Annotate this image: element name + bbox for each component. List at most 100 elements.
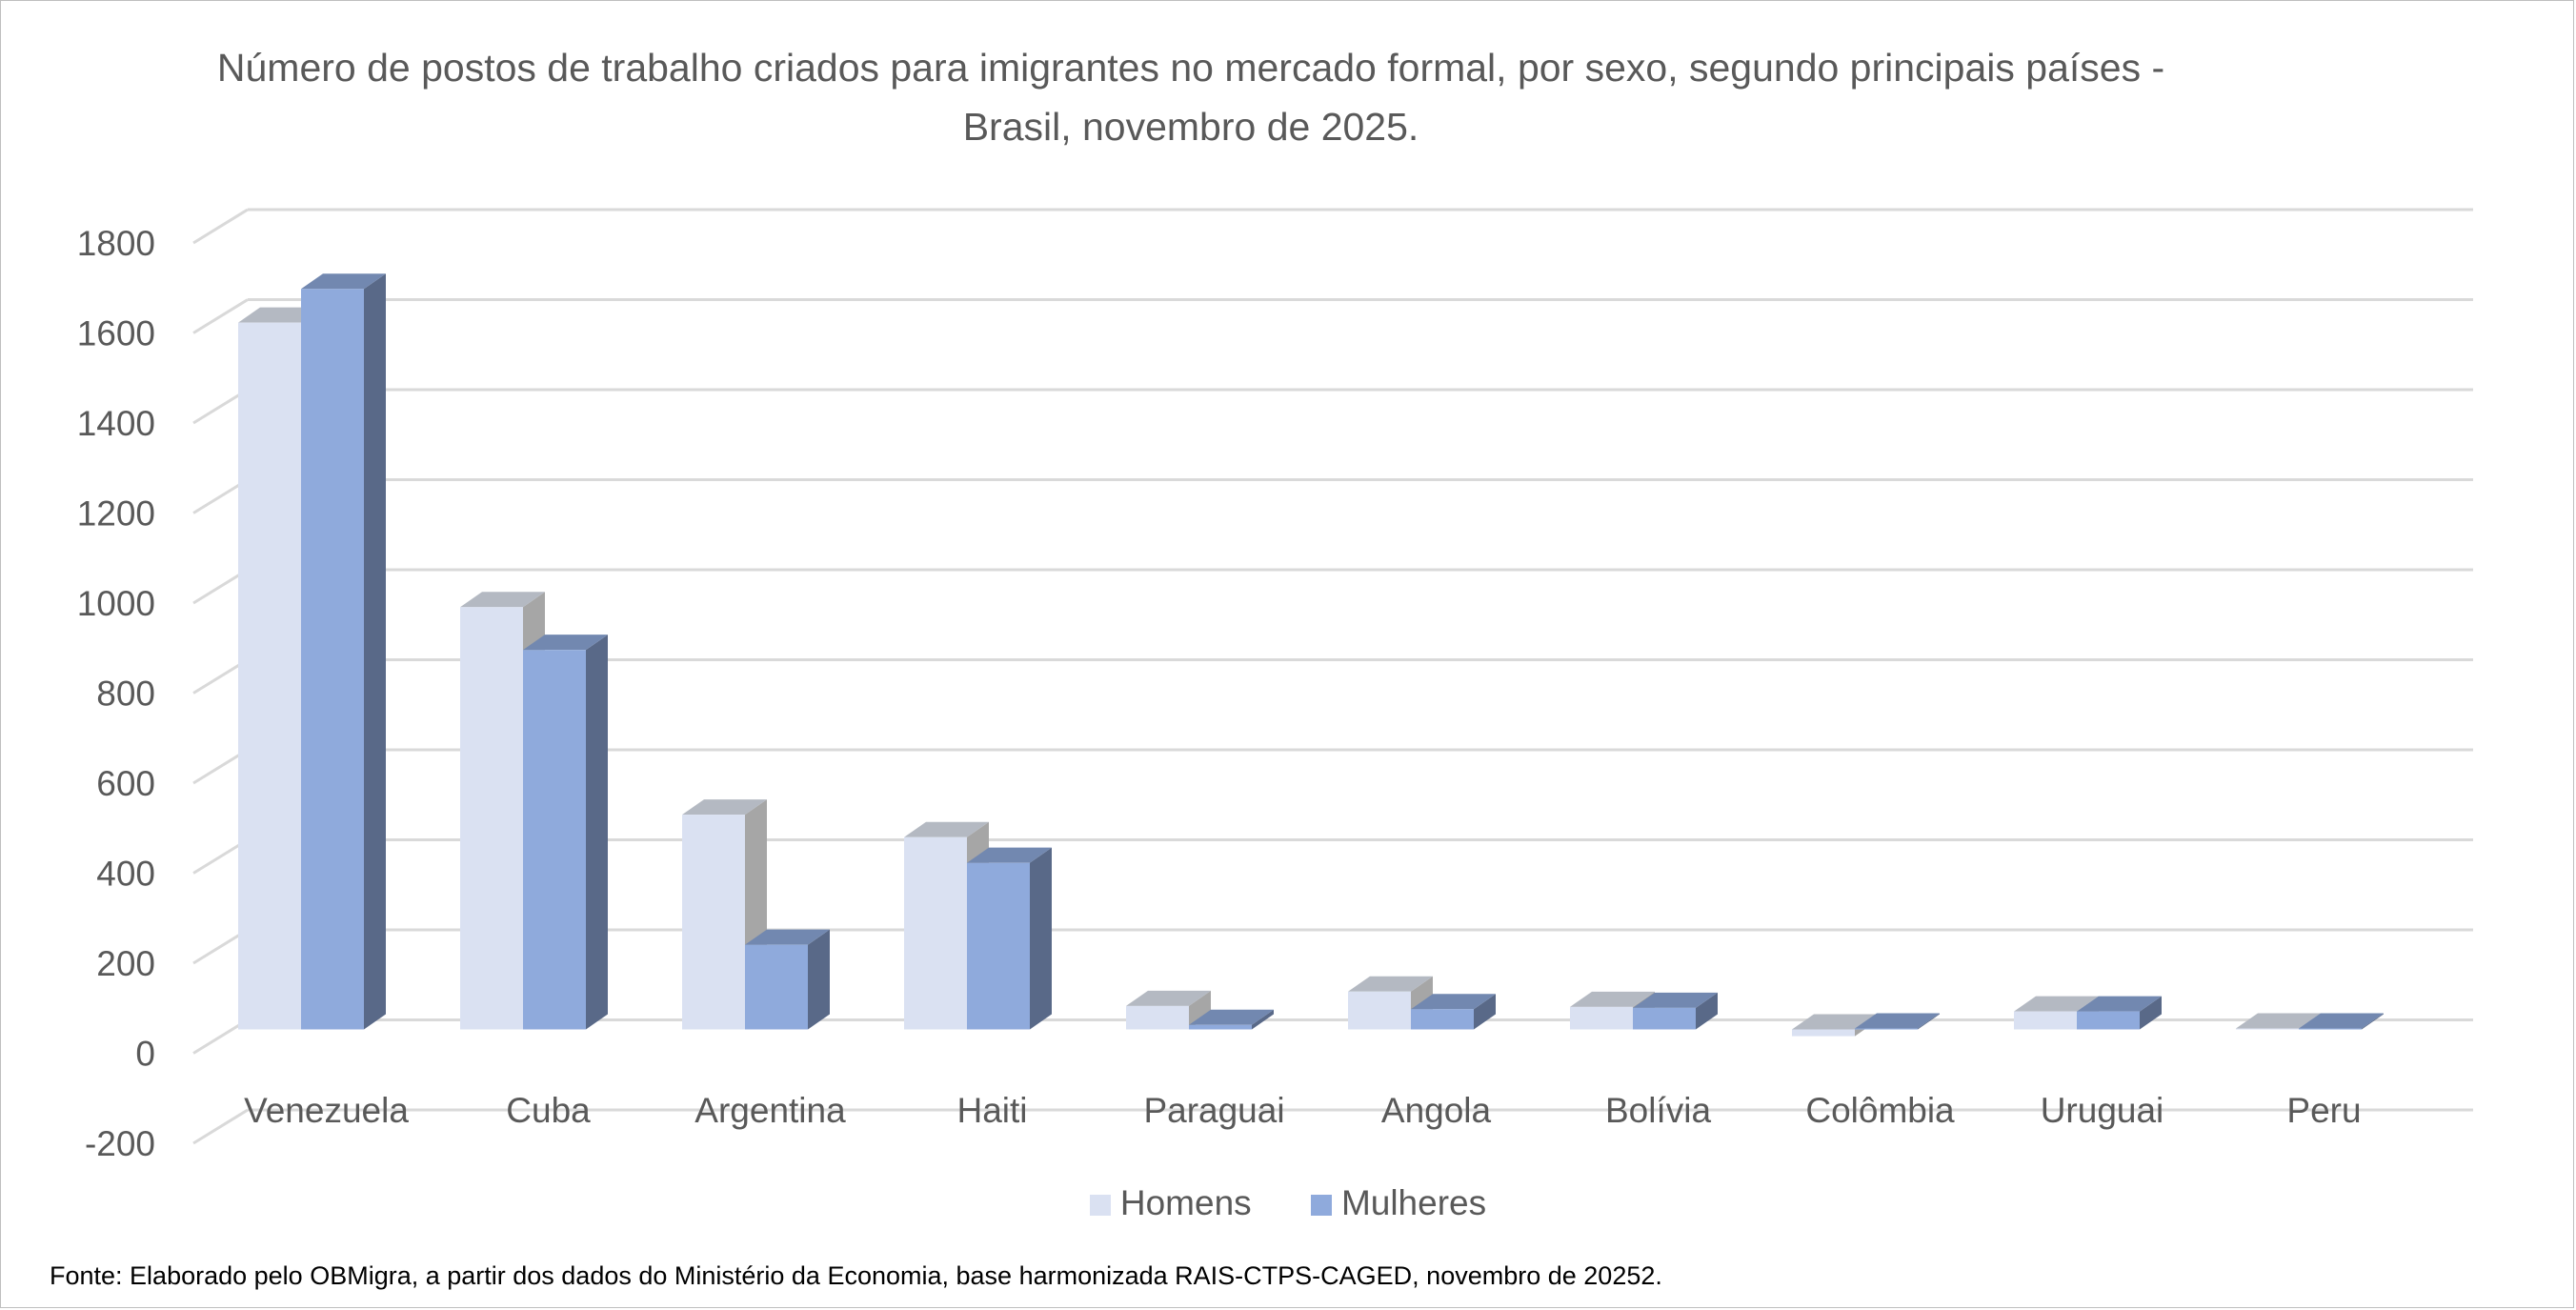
x-tick-label: Peru — [2286, 1091, 2361, 1130]
bar-front — [1570, 1006, 1633, 1030]
chart-title: Número de postos de trabalho criados par… — [191, 38, 2191, 156]
bar-front — [2014, 1011, 2077, 1030]
bar-mulheres-paraguai — [1189, 1009, 1274, 1030]
legend-swatch-homens — [1089, 1195, 1111, 1217]
bar-top — [2299, 1013, 2384, 1029]
bar-mulheres-argentina — [745, 929, 830, 1030]
bar-mulheres-angola — [1411, 994, 1496, 1030]
y-tick-label: 1400 — [77, 404, 155, 443]
bar-mulheres-uruguai — [2077, 996, 2162, 1030]
bar-top — [1792, 1014, 1877, 1030]
bar-mulheres-haiti — [967, 847, 1052, 1030]
legend-swatch-mulheres — [1310, 1195, 1332, 1217]
gridline-side-10 — [192, 208, 249, 245]
y-tick-label: 1600 — [77, 314, 155, 353]
bar-front — [1633, 1007, 1696, 1030]
bar-mulheres-peru — [2299, 1013, 2384, 1030]
bar-top — [523, 635, 608, 651]
bar-top — [1633, 992, 1718, 1008]
bar-top — [1126, 990, 1211, 1006]
y-tick-label: 1000 — [77, 584, 155, 623]
bar-top — [1348, 976, 1433, 992]
legend-item-homens: Homens — [1089, 1183, 1252, 1223]
bar-top — [1570, 991, 1655, 1007]
bar-side — [586, 635, 608, 1030]
x-tick-label: Argentina — [694, 1091, 846, 1130]
x-tick-label: Cuba — [506, 1091, 591, 1130]
bar-front — [904, 836, 967, 1030]
y-axis-ticks: -200 0 200 400 600 800 1000 1200 1400 1600 1800 — [77, 224, 155, 1163]
bar-homens-paraguai — [1126, 990, 1211, 1030]
chart-title-line-2: Brasil, novembro de 2025. — [962, 105, 1419, 149]
x-tick-label: Haiti — [956, 1091, 1027, 1130]
bar-top — [301, 273, 386, 290]
bar-front — [2077, 1011, 2140, 1030]
bar-front — [460, 607, 523, 1030]
legend-label-homens: Homens — [1119, 1183, 1252, 1223]
bar-top — [2077, 996, 2162, 1012]
bar-top — [1411, 994, 1496, 1010]
bar-front — [1189, 1024, 1252, 1030]
bar-mulheres-venezuela — [301, 273, 386, 1030]
bar-front — [2299, 1028, 2362, 1030]
bar-top — [682, 799, 767, 816]
bar-mulheres-colômbia — [1855, 1013, 1940, 1030]
legend: Homens Mulheres — [0, 1181, 2576, 1223]
x-tick-label: Venezuela — [244, 1091, 409, 1130]
bar-side — [1474, 994, 1496, 1030]
y-tick-label: 800 — [96, 675, 155, 714]
bar-side — [2362, 1013, 2384, 1030]
y-tick-label: 200 — [96, 944, 155, 983]
bar-front — [523, 650, 586, 1030]
chart-title-line-1: Número de postos de trabalho criados par… — [216, 46, 2165, 90]
gridline-side-9 — [192, 298, 249, 334]
bar-side — [808, 929, 830, 1030]
legend-label-mulheres: Mulheres — [1340, 1183, 1487, 1223]
bar-mulheres-cuba — [523, 635, 608, 1030]
bar-front — [967, 862, 1030, 1030]
gridline-side-0 — [192, 1108, 249, 1145]
bar-top — [2236, 1013, 2321, 1029]
bars — [238, 273, 2384, 1037]
bar-top — [2014, 996, 2099, 1012]
bar-side — [2140, 996, 2162, 1030]
bar-top — [1189, 1009, 1274, 1025]
bar-front — [1126, 1005, 1189, 1030]
y-tick-label: -200 — [85, 1124, 155, 1163]
bar-side — [1696, 992, 1718, 1030]
x-tick-label: Uruguai — [2041, 1091, 2164, 1130]
bar-front — [238, 322, 301, 1030]
x-axis-ticks: Venezuela Cuba Argentina Haiti Paraguai Angol… — [244, 1091, 2361, 1130]
bar-front — [1792, 1029, 1855, 1037]
bar-top — [460, 592, 545, 608]
x-tick-label: Angola — [1381, 1091, 1492, 1130]
bar-front — [1348, 991, 1411, 1030]
bar-top — [1855, 1013, 1940, 1029]
bar-side — [1252, 1009, 1274, 1030]
y-tick-label: 600 — [96, 764, 155, 803]
bar-front — [1855, 1028, 1918, 1030]
bar-side — [364, 273, 386, 1030]
bar-top — [904, 821, 989, 837]
bar-side — [1189, 990, 1211, 1030]
bar-front — [301, 289, 364, 1030]
bar-front — [1411, 1009, 1474, 1030]
x-tick-label: Bolívia — [1605, 1091, 1711, 1130]
bar-top — [745, 929, 830, 945]
bar-top — [967, 847, 1052, 863]
source-note: Fonte: Elaborado pelo OBMigra, a partir … — [50, 1261, 1662, 1290]
y-tick-label: 400 — [96, 855, 155, 894]
bar-front — [682, 815, 745, 1030]
bar-side — [1918, 1013, 1940, 1030]
y-tick-label: 0 — [135, 1035, 155, 1074]
x-tick-label: Colômbia — [1805, 1091, 1955, 1130]
bar-front — [745, 944, 808, 1030]
legend-item-mulheres: Mulheres — [1310, 1183, 1487, 1223]
y-tick-label: 1800 — [77, 224, 155, 263]
bar-mulheres-bolívia — [1633, 992, 1718, 1030]
y-tick-label: 1200 — [77, 494, 155, 534]
x-tick-label: Paraguai — [1143, 1091, 1284, 1130]
bar-side — [1030, 847, 1052, 1030]
